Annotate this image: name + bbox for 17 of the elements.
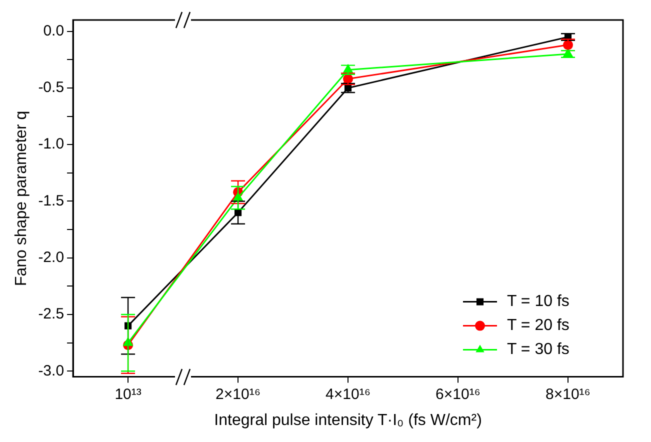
legend-label: T = 30 fs [507, 341, 570, 358]
legend-label: T = 20 fs [507, 317, 570, 334]
y-tick-label: -1.5 [38, 192, 64, 210]
x-tick-label: 4×10¹⁶ [326, 386, 371, 403]
y-tick-label: -0.5 [38, 79, 64, 96]
y-tick-label: -3.0 [38, 362, 64, 380]
x-tick-label: 2×10¹⁶ [216, 386, 261, 403]
y-axis-title: Fano shape parameter q [13, 110, 30, 286]
x-tick-label: 6×10¹⁶ [436, 386, 480, 403]
x-axis-title: Integral pulse intensity T·I₀ (fs W/cm²) [214, 412, 482, 429]
legend-label: T = 10 fs [507, 293, 570, 310]
y-tick-label: 0.0 [43, 22, 64, 40]
x-tick-label: 10¹³ [114, 386, 142, 403]
y-tick-label: -2.5 [38, 306, 64, 323]
x-tick-label: 8×10¹⁶ [546, 386, 590, 403]
y-tick-label: -2.0 [38, 249, 64, 266]
y-tick-label: -1.0 [38, 136, 64, 153]
